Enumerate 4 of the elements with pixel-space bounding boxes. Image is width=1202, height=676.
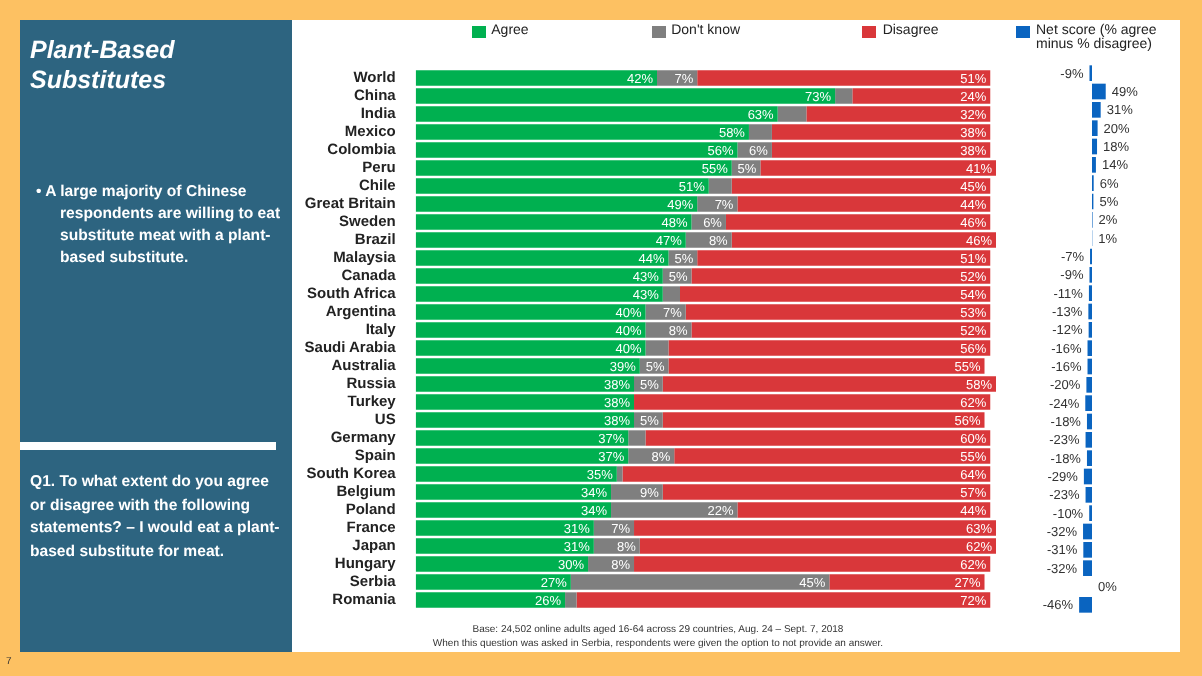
text: Plant-Based Substitutes xyxy=(30,36,177,96)
bar xyxy=(835,88,853,104)
bar xyxy=(1079,597,1092,613)
bar xyxy=(777,106,807,122)
